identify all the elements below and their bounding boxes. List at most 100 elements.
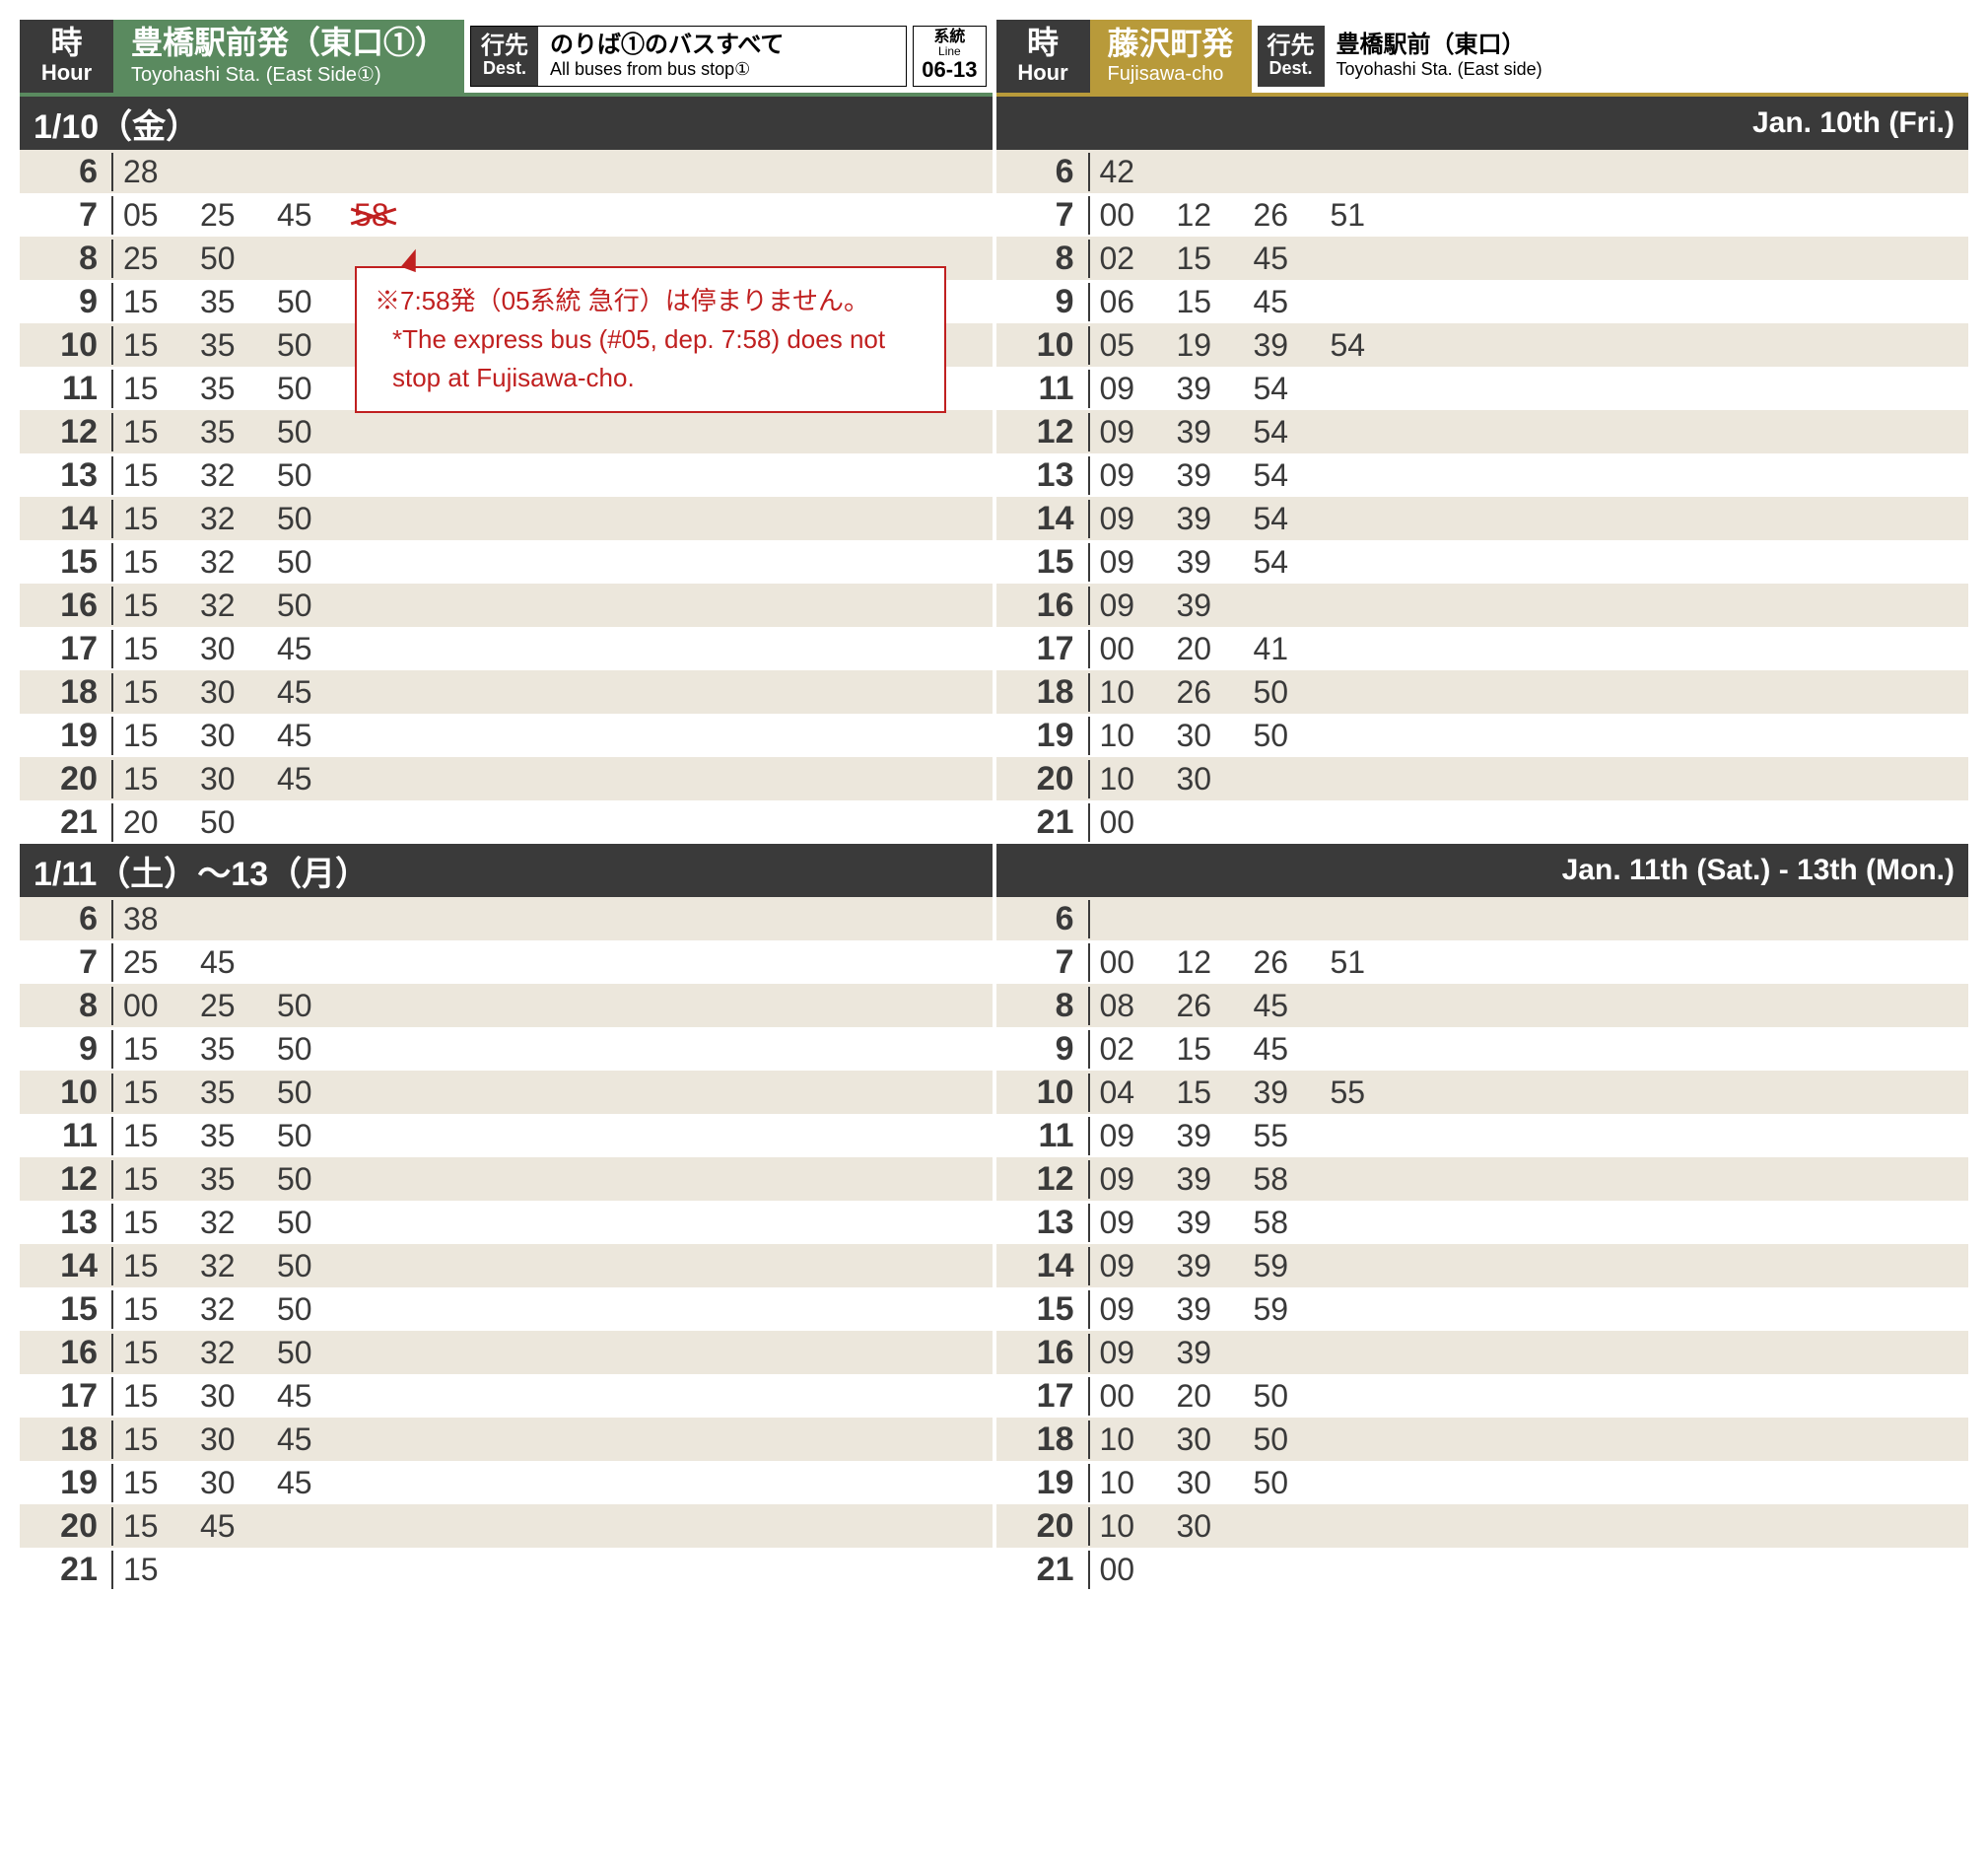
- minute-value: 39: [1177, 371, 1254, 407]
- minutes-cell: 093954: [1090, 457, 1969, 494]
- date-band: Jan. 10th (Fri.): [996, 97, 1969, 150]
- minutes-cell: 093954: [1090, 501, 1969, 537]
- minute-value: 20: [123, 804, 200, 841]
- schedule-row: 16153250: [20, 584, 993, 627]
- hour-cell: 18: [20, 673, 113, 712]
- minute-value: 00: [1100, 1378, 1177, 1415]
- hour-cell: 21: [996, 803, 1090, 842]
- schedule-row: 15093954: [996, 540, 1969, 584]
- minutes-cell: 153250: [113, 1248, 993, 1284]
- schedule-row: 11093955: [996, 1114, 1969, 1157]
- hour-cell: 12: [996, 413, 1090, 451]
- minute-value: 15: [1177, 1074, 1254, 1111]
- minute-value: 59: [1254, 1248, 1331, 1284]
- minutes-cell: 153250: [113, 1291, 993, 1328]
- hour-cell: 17: [20, 630, 113, 668]
- left-header: 時 Hour 豊橋駅前発（東口①） Toyohashi Sta. (East S…: [20, 20, 993, 97]
- minute-value: 12: [1177, 944, 1254, 981]
- date-en: Jan. 10th (Fri.): [1752, 106, 1954, 140]
- minute-value: 32: [200, 588, 277, 624]
- minute-value: 15: [123, 414, 200, 450]
- hour-cell: 14: [20, 500, 113, 538]
- hour-cell: 9: [996, 283, 1090, 321]
- minute-value: 54: [1254, 544, 1331, 581]
- hour-cell: 13: [20, 456, 113, 495]
- timetable-container: 時 Hour 豊橋駅前発（東口①） Toyohashi Sta. (East S…: [20, 20, 1968, 1591]
- minutes-cell: 42: [1090, 154, 1969, 190]
- minute-value: 39: [1177, 1335, 1254, 1371]
- minutes-cell: 153250: [113, 1205, 993, 1241]
- minute-value: 50: [277, 1161, 354, 1198]
- minute-value: 45: [277, 761, 354, 797]
- hour-cell: 20: [996, 760, 1090, 798]
- hour-cell: 15: [996, 1290, 1090, 1329]
- minute-value: 04: [1100, 1074, 1177, 1111]
- hour-cell: 16: [20, 587, 113, 625]
- minute-value: 45: [200, 944, 277, 981]
- minute-value: 30: [1177, 718, 1254, 754]
- hour-cell: 21: [20, 1551, 113, 1589]
- minutes-cell: 00: [1090, 1552, 1969, 1588]
- hour-cell: 19: [20, 717, 113, 755]
- schedule-row: 14153250: [20, 497, 993, 540]
- minute-value: 45: [1254, 284, 1331, 320]
- minutes-cell: 00122651: [1090, 944, 1969, 981]
- schedule-row: 9061545: [996, 280, 1969, 323]
- schedule-row: 1004153955: [996, 1071, 1969, 1114]
- schedule-row: 201030: [996, 757, 1969, 800]
- minute-value: 15: [123, 457, 200, 494]
- hour-cell: 8: [996, 240, 1090, 278]
- schedule-row: 11153550: [20, 1114, 993, 1157]
- minute-value: 30: [200, 1378, 277, 1415]
- hour-cell: 7: [20, 196, 113, 235]
- minutes-cell: 153550: [113, 1118, 993, 1154]
- minutes-cell: 153250: [113, 1335, 993, 1371]
- schedule-row: 2115: [20, 1548, 993, 1591]
- minute-value: 25: [200, 197, 277, 234]
- minute-value: 15: [123, 501, 200, 537]
- minute-value: 38: [123, 901, 200, 937]
- hour-cell: 8: [20, 240, 113, 278]
- hour-cell: 20: [20, 760, 113, 798]
- schedule-row: 160939: [996, 1331, 1969, 1374]
- minute-value: 09: [1100, 1118, 1177, 1154]
- schedule-row: 13153250: [20, 1201, 993, 1244]
- hour-cell: 15: [996, 543, 1090, 582]
- minute-value: 15: [123, 1161, 200, 1198]
- minute-value: 45: [277, 718, 354, 754]
- minutes-cell: 153250: [113, 544, 993, 581]
- left-station: 豊橋駅前発（東口①） Toyohashi Sta. (East Side①): [113, 20, 464, 93]
- hour-cell: 8: [20, 987, 113, 1025]
- minute-value: 50: [277, 501, 354, 537]
- right-column: 時 Hour 藤沢町発 Fujisawa-cho 行先 Dest. 豊橋駅前（東…: [996, 20, 1969, 1591]
- minute-value: 39: [1177, 414, 1254, 450]
- minute-value: 41: [1254, 631, 1331, 667]
- minutes-cell: 093958: [1090, 1161, 1969, 1198]
- minutes-cell: 002550: [113, 988, 993, 1024]
- minute-value: 39: [1177, 544, 1254, 581]
- hour-cell: 10: [996, 1074, 1090, 1112]
- schedule-row: 201545: [20, 1504, 993, 1548]
- minute-value: 39: [1254, 327, 1331, 364]
- left-station-en: Toyohashi Sta. (East Side①): [131, 62, 446, 87]
- minute-value: 54: [1254, 501, 1331, 537]
- minute-value: 50: [1254, 1465, 1331, 1501]
- minute-value: 45: [277, 631, 354, 667]
- date-band: Jan. 11th (Sat.) - 13th (Mon.): [996, 844, 1969, 897]
- hour-header: 時 Hour: [20, 20, 113, 93]
- minute-value: 32: [200, 457, 277, 494]
- minute-value: 15: [123, 588, 200, 624]
- schedule-row: 17153045: [20, 1374, 993, 1418]
- minutes-cell: 28: [113, 154, 993, 190]
- schedule-row: 2100: [996, 1548, 1969, 1591]
- minute-value: 09: [1100, 1291, 1177, 1328]
- minutes-cell: 153250: [113, 588, 993, 624]
- schedule-row: 160939: [996, 584, 1969, 627]
- minute-value: 58: [1254, 1205, 1331, 1241]
- minute-value: 50: [277, 1205, 354, 1241]
- schedule-row: 19153045: [20, 1461, 993, 1504]
- date-jp: 1/11（土）～13（月）: [34, 847, 369, 895]
- minute-value: 30: [1177, 761, 1254, 797]
- minute-value: 30: [200, 718, 277, 754]
- schedule-row: 6: [996, 897, 1969, 940]
